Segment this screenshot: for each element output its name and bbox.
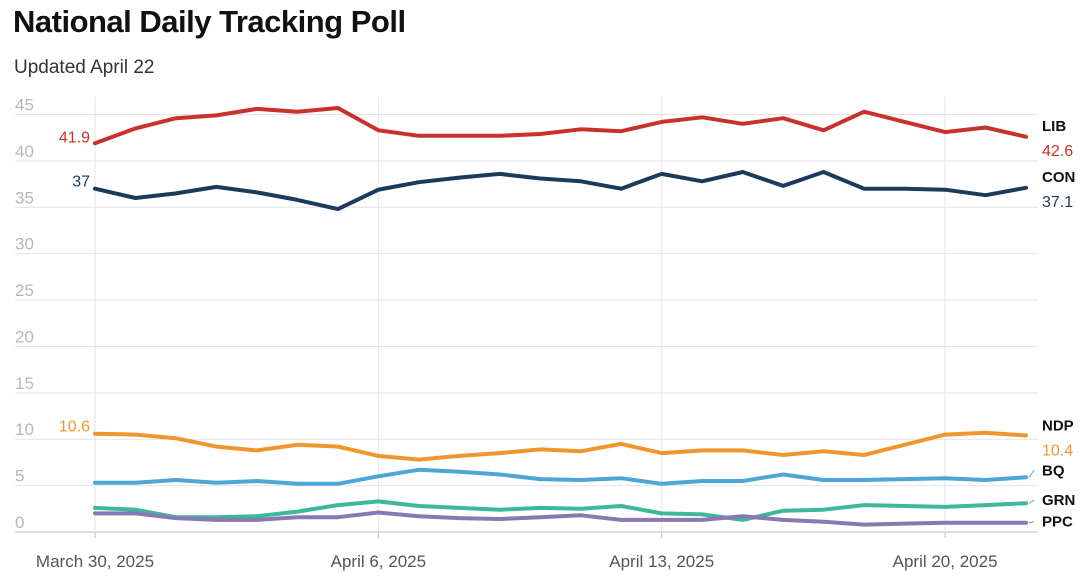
series-line-ndp: [93, 430, 1028, 462]
series-line-bq: [93, 467, 1028, 486]
label-connector: [1028, 499, 1035, 504]
y-tick-label: 10: [15, 420, 34, 439]
label-connector: [1028, 521, 1035, 524]
x-axis: March 30, 2025 April 6, 2025 April 13, 202…: [36, 532, 998, 571]
series-name-label: BQ: [1042, 462, 1065, 479]
x-tick-label: March 30, 2025: [36, 552, 154, 571]
series-name-label: LIB: [1042, 118, 1066, 135]
end-value-label: 42.6: [1042, 143, 1073, 160]
series-line-grn: [93, 499, 1028, 522]
x-tick-label: April 13, 2025: [609, 552, 714, 571]
series-labels: LIB 42.6 41.9 CON 37.1 37 NDP 10.4 10.6 BQ GRN PPC: [59, 118, 1075, 531]
y-tick-label: 0: [15, 513, 24, 532]
y-tick-label: 5: [15, 467, 24, 486]
start-value-label: 41.9: [59, 129, 90, 146]
series-line-con: [93, 170, 1028, 212]
chart-title: National Daily Tracking Poll: [13, 4, 406, 39]
y-tick-label: 45: [15, 96, 34, 115]
y-tick-label: 35: [15, 188, 34, 207]
series-name-label: NDP: [1042, 418, 1074, 435]
y-tick-label: 30: [15, 235, 34, 254]
y-axis: 0 5 10 15 20 25 30 35 40 45: [15, 96, 34, 533]
end-value-label: 37.1: [1042, 194, 1073, 211]
y-tick-label: 20: [15, 327, 34, 346]
start-value-label: 10.6: [59, 419, 90, 436]
series-name-label: PPC: [1042, 514, 1073, 531]
y-tick-label: 40: [15, 142, 34, 161]
label-connector: [1028, 469, 1035, 478]
series-line-ppc: [93, 510, 1028, 527]
series-lines: [93, 106, 1028, 527]
series-line-lib: [93, 106, 1028, 146]
end-value-label: 10.4: [1042, 443, 1073, 460]
start-value-label: 37: [72, 174, 90, 191]
x-tick-label: April 20, 2025: [893, 552, 998, 571]
y-tick-label: 25: [15, 281, 34, 300]
series-name-label: CON: [1042, 169, 1075, 186]
y-tick-label: 15: [15, 374, 34, 393]
series-name-label: GRN: [1042, 492, 1075, 509]
gridlines: [15, 96, 1038, 533]
x-tick-label: April 6, 2025: [331, 552, 426, 571]
chart-subtitle: Updated April 22: [14, 57, 155, 78]
